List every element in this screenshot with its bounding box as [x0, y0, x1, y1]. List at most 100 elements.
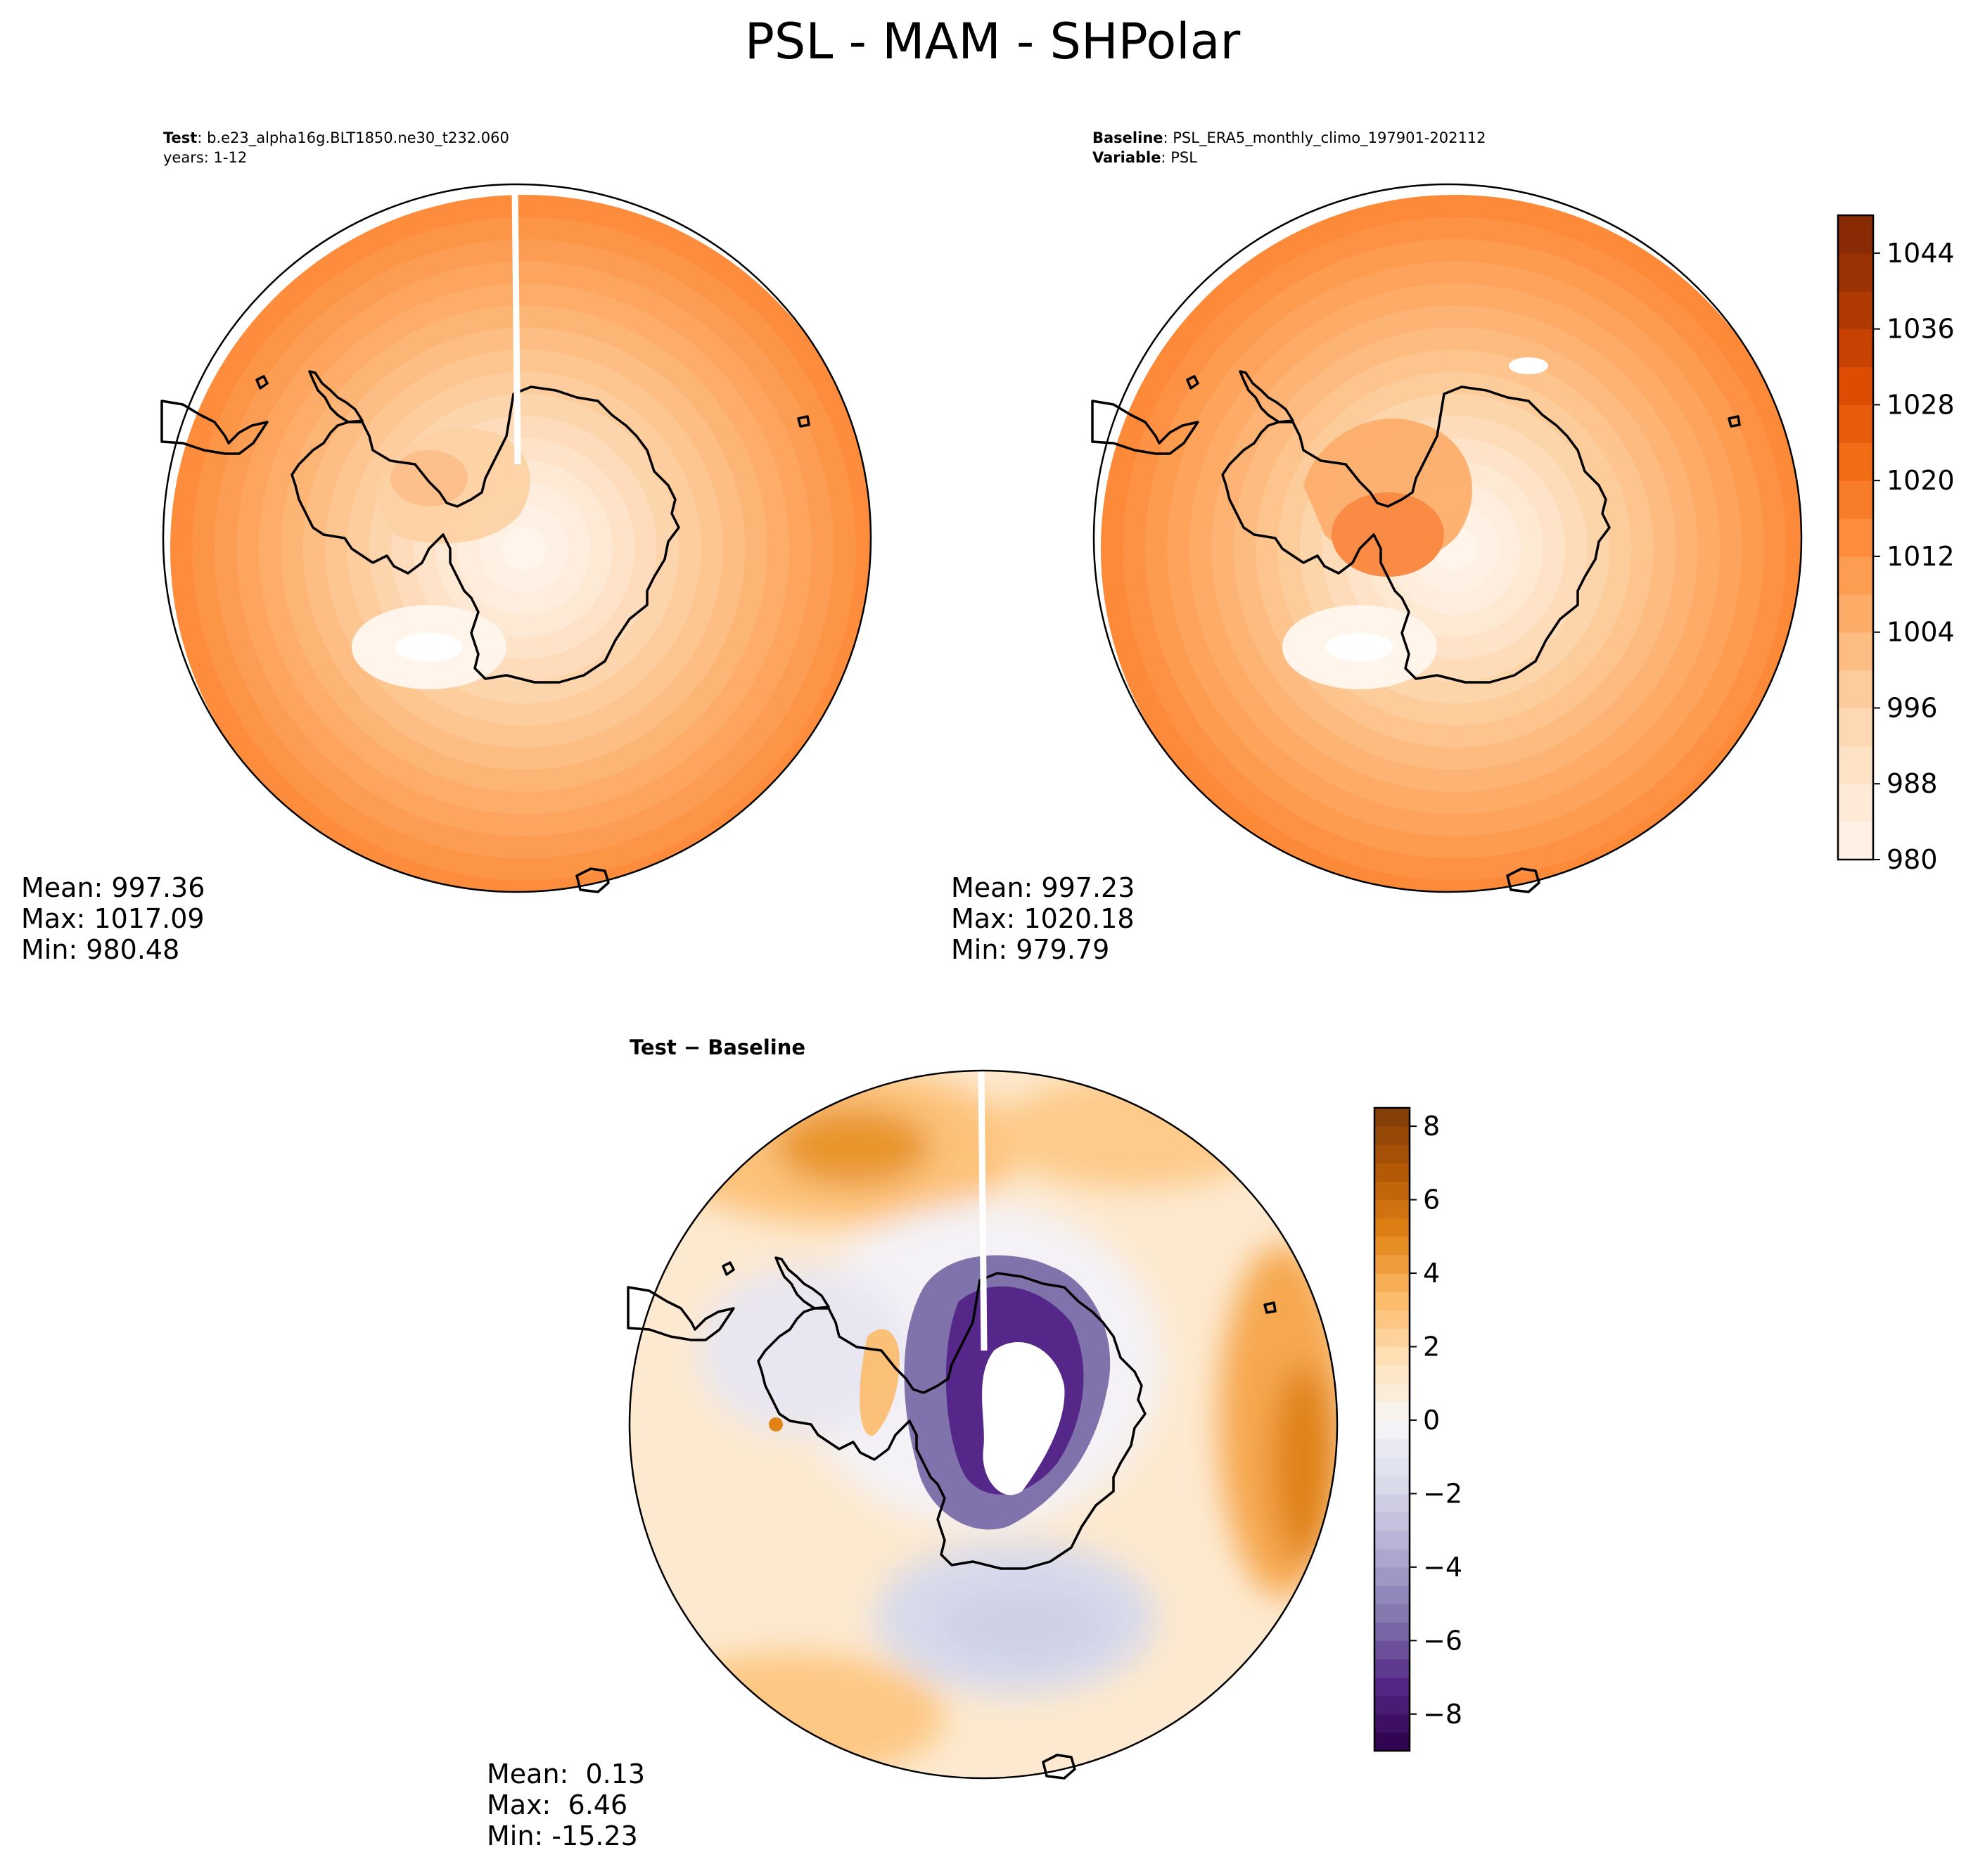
colorbar-level	[1374, 1604, 1410, 1623]
colorbar-level	[1374, 1732, 1410, 1751]
diff-coastline	[627, 1256, 1277, 1780]
colorbar-level	[1374, 1714, 1410, 1733]
puor-colorbar-blocks	[1374, 1108, 1410, 1751]
test-min-spot	[395, 633, 463, 661]
falkland-islands-coastline	[722, 1261, 735, 1276]
diff-stats: Mean: 0.13 Max: 6.46 Min: -15.23	[487, 1759, 645, 1851]
antarctic-peninsula-coastline	[1239, 370, 1294, 423]
diff-title-minus: −	[676, 1035, 708, 1059]
colorbar-tick-label: 1004	[1887, 617, 1955, 648]
colorbar-level	[1374, 1108, 1410, 1127]
colorbar-level	[1838, 822, 1873, 860]
colorbar-level	[1838, 784, 1873, 822]
colorbar-tick-label: 980	[1887, 844, 1938, 875]
oranges-colorbar: 980 988 996 1004 1012 1020 1028 1036 1044	[1837, 214, 1955, 875]
falkland-islands-coastline	[1186, 375, 1199, 390]
colorbar-tick-label: 988	[1887, 768, 1938, 799]
colorbar-tick-label: 1020	[1887, 465, 1955, 496]
colorbar-level	[1374, 1328, 1410, 1347]
colorbar-tick-label: 1028	[1887, 389, 1955, 420]
puor-colorbar-ticks: 8 6 4 2 0 −2 −4 −6 −8	[1410, 1111, 1462, 1730]
test-seam	[511, 184, 521, 465]
antarctica-coastline	[1221, 385, 1611, 684]
colorbar-level	[1374, 1310, 1410, 1329]
colorbar-level	[1374, 1475, 1410, 1494]
colorbar-level	[1374, 1236, 1410, 1256]
colorbar-level	[1374, 1163, 1410, 1182]
colorbar-level	[1374, 1457, 1410, 1476]
colorbar-level	[1838, 480, 1873, 519]
colorbar-level	[1838, 253, 1873, 292]
baseline-map-border	[1092, 183, 1803, 893]
baseline-header: Baseline: PSL_ERA5_monthly_climo_197901-…	[1092, 128, 1486, 167]
colorbar-tick-label: 6	[1423, 1185, 1440, 1215]
south-america-coastline	[1091, 400, 1199, 455]
colorbar-level	[1838, 442, 1873, 481]
baseline-header-value: : PSL_ERA5_monthly_climo_197901-202112	[1163, 129, 1486, 146]
falkland-islands-coastline	[255, 375, 269, 390]
south-america-coastline	[160, 400, 269, 455]
colorbar-tick-label: −8	[1423, 1699, 1462, 1730]
variable-header-value: : PSL	[1161, 149, 1197, 166]
colorbar-level	[1838, 670, 1873, 708]
colorbar-level	[1838, 632, 1873, 671]
colorbar-level	[1374, 1254, 1410, 1274]
baseline-interior-peak	[1332, 492, 1444, 577]
colorbar-level	[1374, 1548, 1410, 1568]
colorbar-tick-label: 1044	[1887, 238, 1955, 269]
colorbar-level	[1374, 1530, 1410, 1550]
colorbar-tick-label: 4	[1423, 1258, 1440, 1289]
colorbar-tick-label: −6	[1423, 1625, 1462, 1656]
test-header-label: Test	[163, 129, 198, 146]
kerguelen-island-coastline	[1263, 1301, 1277, 1314]
baseline-min-spot	[1326, 633, 1393, 661]
test-header-value: : b.e23_alpha16g.BLT1850.ne30_t232.060	[197, 129, 509, 146]
colorbar-level	[1374, 1695, 1410, 1715]
colorbar-level	[1838, 291, 1873, 330]
colorbar-level	[1374, 1346, 1410, 1366]
colorbar-tick-label: −2	[1423, 1478, 1462, 1509]
diff-map-border	[628, 1069, 1339, 1780]
colorbar-level	[1374, 1273, 1410, 1292]
diff-stat-min: Min: -15.23	[487, 1820, 638, 1851]
test-stat-mean: Mean: 997.36	[21, 872, 205, 903]
variable-header-label: Variable	[1092, 149, 1161, 166]
colorbar-level	[1374, 1419, 1410, 1439]
kerguelen-island-coastline	[797, 415, 810, 428]
colorbar-level	[1374, 1438, 1410, 1457]
diff-title-test: Test	[630, 1035, 677, 1059]
colorbar-level	[1374, 1181, 1410, 1201]
colorbar-level	[1838, 404, 1873, 443]
diff-antarctica-interior	[769, 1255, 1111, 1530]
baseline-stats: Mean: 997.23 Max: 1020.18 Min: 979.79	[951, 872, 1135, 965]
diff-field	[635, 1071, 1337, 1778]
colorbar-level	[1374, 1640, 1410, 1659]
test-header: Test: b.e23_alpha16g.BLT1850.ne30_t232.0…	[163, 128, 509, 167]
baseline-stat-mean: Mean: 997.23	[951, 872, 1135, 903]
australia-coastline	[1042, 1754, 1076, 1780]
baseline-stat-min: Min: 979.79	[951, 934, 1110, 965]
baseline-header-label: Baseline	[1092, 129, 1163, 146]
colorbar-level	[1838, 556, 1873, 595]
colorbar-tick-label: 1012	[1887, 541, 1955, 572]
colorbar-tick-label: 1036	[1887, 314, 1955, 345]
colorbar-level	[1838, 366, 1873, 405]
oranges-colorbar-frame	[1837, 214, 1875, 861]
figure-title: PSL - MAM - SHPolar	[744, 13, 1241, 70]
antarctic-peninsula-coastline	[774, 1256, 830, 1310]
colorbar-level	[1374, 1126, 1410, 1145]
diff-title-baseline: Baseline	[708, 1035, 806, 1059]
test-coastline	[160, 370, 810, 893]
antarctic-peninsula-coastline	[308, 370, 364, 423]
colorbar-level	[1374, 1144, 1410, 1163]
colorbar-level	[1374, 1677, 1410, 1697]
puor-colorbar: 8 6 4 2 0 −2 −4 −6 −8	[1373, 1106, 1462, 1752]
antarctica-coastline	[291, 385, 680, 684]
colorbar-level	[1374, 1218, 1410, 1237]
colorbar-level	[1374, 1585, 1410, 1604]
colorbar-level	[1374, 1199, 1410, 1219]
colorbar-level	[1374, 1401, 1410, 1421]
kerguelen-island-coastline	[1728, 415, 1741, 428]
diff-map	[627, 1069, 1339, 1780]
diff-seam	[978, 1070, 988, 1351]
